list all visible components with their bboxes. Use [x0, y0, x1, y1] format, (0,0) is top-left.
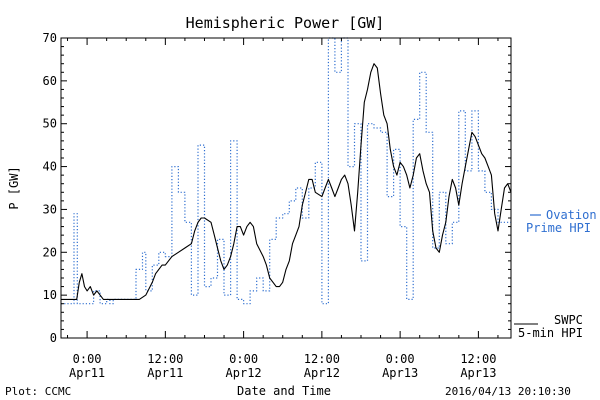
- y-tick-label: 60: [43, 74, 57, 88]
- y-tick-label: 40: [43, 160, 57, 174]
- y-axis-label: P [GW]: [7, 166, 21, 209]
- legend-swpc-label-2: 5-min HPI: [518, 326, 583, 340]
- x-tick-label-time: 12:00: [460, 352, 496, 366]
- legend-ovation: Ovation Prime HPI: [526, 208, 597, 235]
- x-tick-label-time: 0:00: [229, 352, 258, 366]
- y-tick-label: 70: [43, 31, 57, 45]
- swpc-series-line: [61, 63, 512, 300]
- legend-ovation-label-1: Ovation: [546, 208, 597, 222]
- plot-credit: Plot: CCMC: [5, 385, 71, 398]
- x-tick-label-time: 0:00: [73, 352, 102, 366]
- x-tick-label-time: 0:00: [386, 352, 415, 366]
- legend-swpc: SWPC 5-min HPI: [514, 313, 583, 340]
- x-tick-label-date: Apr13: [460, 366, 496, 380]
- x-axis-label: Date and Time: [237, 384, 331, 398]
- legend-ovation-label-2: Prime HPI: [526, 221, 591, 235]
- series-layer: [61, 37, 512, 305]
- x-tick-label-date: Apr11: [147, 366, 183, 380]
- axes-layer: 0102030405060700:00Apr1112:00Apr110:00Ap…: [43, 31, 512, 380]
- x-tick-label-date: Apr11: [69, 366, 105, 380]
- y-tick-label: 30: [43, 202, 57, 216]
- chart-title: Hemispheric Power [GW]: [186, 14, 385, 32]
- x-tick-label-time: 12:00: [147, 352, 183, 366]
- y-tick-label: 20: [43, 245, 57, 259]
- ovation-prime-series-line: [61, 37, 511, 305]
- plot-timestamp: 2016/04/13 20:10:30: [445, 385, 571, 398]
- x-tick-label-date: Apr13: [382, 366, 418, 380]
- plot-frame: [60, 37, 512, 339]
- x-tick-label-date: Apr12: [226, 366, 262, 380]
- y-tick-label: 50: [43, 117, 57, 131]
- y-tick-label: 0: [50, 331, 57, 345]
- x-tick-label-date: Apr12: [304, 366, 340, 380]
- x-tick-label-time: 12:00: [304, 352, 340, 366]
- legend-swpc-label-1: SWPC: [554, 313, 583, 327]
- y-tick-label: 10: [43, 288, 57, 302]
